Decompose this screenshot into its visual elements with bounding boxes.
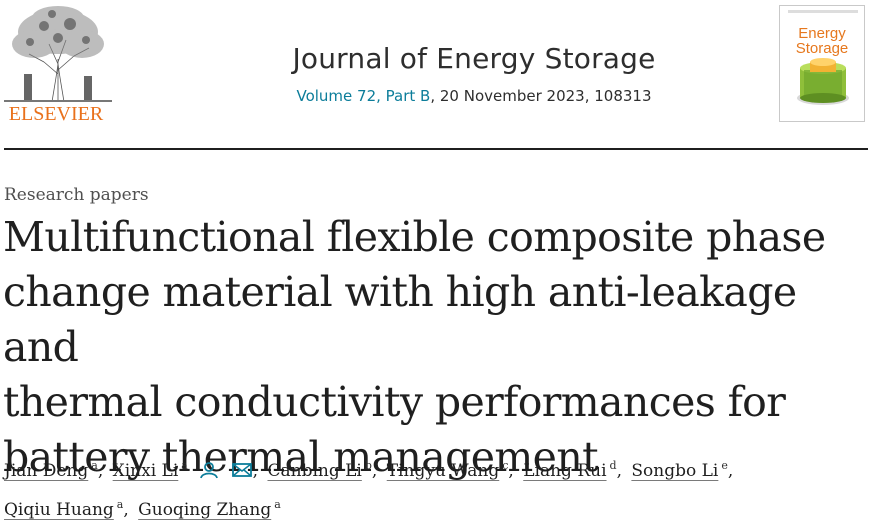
author-liang-rui: Liang Rui d (523, 459, 617, 481)
author-jian-deng: Jian Deng a (4, 459, 98, 481)
affiliation-marker[interactable]: a (274, 498, 281, 511)
article-type: Research papers (4, 185, 149, 205)
cover-illustration-icon (788, 10, 858, 105)
article-title-line: Multifunctional flexible composite phase (3, 213, 826, 261)
article-title-line: thermal conductivity performances for (3, 378, 786, 426)
cover-title-line2: Storage (795, 40, 849, 57)
cover-title: Energy Storage (782, 26, 862, 56)
author-songbo-li: Songbo Li e (631, 459, 728, 481)
author-name-link[interactable]: Liang Rui (523, 461, 607, 481)
author-name-link[interactable]: Guoqing Zhang (138, 500, 272, 520)
article-title-line: change material with high anti-leakage a… (3, 268, 797, 371)
elsevier-logo[interactable] (4, 4, 112, 126)
volume-link[interactable]: Volume 72, Part B (296, 87, 431, 105)
email-icon[interactable] (231, 461, 253, 479)
author-canbing-li: Canbing Li b (267, 459, 372, 481)
author-name-link[interactable]: Tingyu Wang (386, 461, 500, 481)
publisher-name[interactable]: ELSEVIER (8, 103, 104, 125)
author-name-link[interactable]: Qiqiu Huang (4, 500, 114, 520)
person-icon[interactable] (199, 461, 219, 479)
header-divider (4, 148, 868, 150)
affiliation-marker[interactable]: b (364, 459, 372, 472)
author-list: Jian Deng a, Xinxi Li a , Canbing Li b, Tin… (4, 459, 734, 520)
author-guoqing-zhang: Guoqing Zhang a (138, 498, 281, 520)
affiliation-marker[interactable]: e (721, 459, 728, 472)
author-xinxi-li: Xinxi Li a (112, 459, 253, 481)
author-name-link[interactable]: Canbing Li (267, 461, 362, 481)
issue-date-text: , 20 November 2023, 108313 (430, 87, 652, 105)
author-name-link[interactable]: Songbo Li (631, 461, 719, 481)
journal-issue-info: Volume 72, Part B, 20 November 2023, 108… (180, 87, 768, 105)
article-title: Multifunctional flexible composite phase… (3, 210, 868, 485)
journal-title[interactable]: Journal of Energy Storage (292, 42, 656, 75)
affiliation-marker[interactable]: a (91, 459, 98, 472)
author-name-link[interactable]: Jian Deng (4, 461, 89, 481)
journal-cover[interactable]: Energy Storage (779, 5, 865, 122)
affiliation-marker[interactable]: c (502, 459, 509, 472)
author-qiqiu-huang: Qiqiu Huang a (4, 498, 124, 520)
affiliation-marker[interactable]: d (609, 459, 617, 472)
tree-logo-icon (4, 6, 112, 103)
cover-title-line1: Energy (798, 25, 846, 42)
affiliation-marker[interactable]: a (181, 459, 188, 472)
author-tingyu-wang: Tingyu Wang c (386, 459, 509, 481)
article-title-line: battery thermal management (3, 433, 599, 481)
affiliation-marker[interactable]: a (116, 498, 124, 511)
author-name-link[interactable]: Xinxi Li (112, 461, 179, 481)
